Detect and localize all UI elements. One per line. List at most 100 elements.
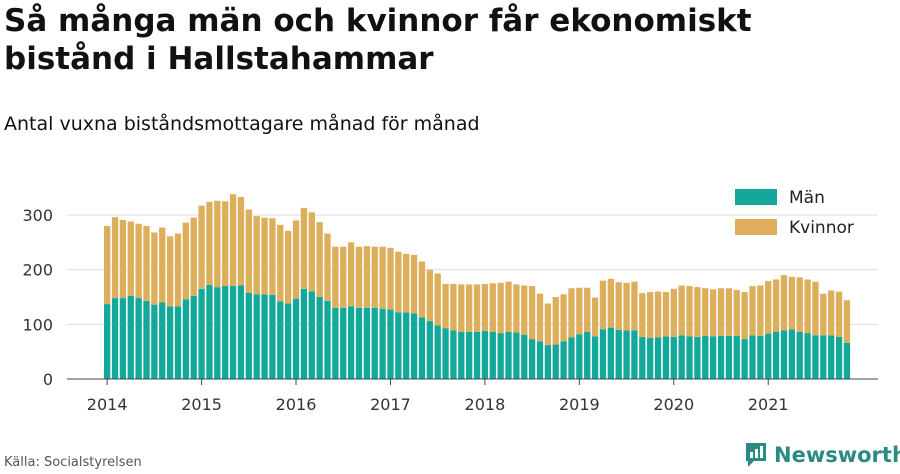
bar-women: [245, 209, 252, 293]
bar-men: [576, 334, 583, 379]
bar-men: [820, 335, 827, 379]
bar-women: [521, 285, 528, 335]
bar-men: [599, 329, 607, 379]
bar-men: [568, 337, 575, 379]
bar-men: [741, 339, 748, 379]
bar-men: [725, 335, 733, 379]
bar-men: [489, 331, 496, 379]
bar-women: [654, 291, 662, 338]
bar-women: [725, 288, 733, 336]
bar-women: [104, 225, 111, 305]
bar-women: [576, 287, 583, 335]
bar-women: [159, 227, 166, 303]
bar-women: [615, 282, 622, 330]
bar-men: [245, 292, 252, 379]
bar-men: [654, 337, 662, 379]
axis-layer: 2014 2015 2016 2017 2018 2019 2020 2021: [67, 378, 878, 414]
bar-men: [143, 300, 150, 379]
bar-women: [709, 289, 717, 337]
bar-women: [513, 284, 520, 333]
chart-title: Så många män och kvinnor får ekonomiskt …: [4, 3, 752, 77]
x-tick-label: 2015: [181, 395, 222, 414]
bar-women: [261, 217, 268, 295]
x-tick-label: 2021: [748, 395, 789, 414]
bar-women: [166, 236, 174, 307]
bar-women: [639, 293, 646, 337]
bar-women: [662, 292, 670, 337]
bar-men: [647, 338, 654, 379]
bar-men: [733, 335, 740, 379]
bar-women: [473, 284, 481, 332]
bar-men: [229, 286, 237, 379]
bar-men: [709, 336, 717, 379]
bar-women: [686, 286, 693, 337]
bar-men: [151, 304, 158, 379]
bar-men: [222, 286, 229, 379]
bar-women: [757, 285, 764, 336]
bar-women: [647, 292, 654, 338]
bar-women: [528, 286, 536, 340]
bar-men: [450, 330, 457, 379]
bar-men: [300, 288, 308, 379]
bar-women: [135, 223, 142, 299]
bar-women: [308, 212, 315, 292]
bar-men: [379, 309, 386, 379]
bar-women: [371, 246, 378, 308]
bar-men: [497, 333, 504, 379]
legend-label-men: Män: [789, 188, 825, 208]
bar-men: [316, 297, 323, 379]
bar-women: [237, 196, 245, 286]
bar-men: [426, 321, 433, 379]
bar-women: [591, 297, 599, 337]
bar-men: [434, 325, 441, 379]
x-tick-label: 2020: [653, 395, 694, 414]
bar-men: [269, 294, 276, 379]
bar-women: [222, 201, 229, 287]
bar-men: [403, 312, 410, 379]
bar-men: [686, 336, 693, 379]
bar-men: [410, 313, 418, 379]
bar-women: [489, 283, 496, 332]
bar-women: [182, 222, 189, 300]
bars-layer: [104, 194, 851, 379]
x-tick-label: 2019: [559, 395, 600, 414]
bar-women: [788, 276, 795, 330]
brand-name: Newsworthy: [774, 443, 900, 467]
bar-men: [473, 331, 481, 379]
bar-men: [749, 335, 756, 379]
bar-men: [347, 306, 355, 379]
bar-men: [717, 335, 725, 379]
bar-men: [135, 298, 142, 379]
legend-label-women: Kvinnor: [789, 218, 854, 238]
bar-women: [426, 269, 433, 322]
bar-women: [599, 280, 607, 330]
bar-women: [804, 279, 811, 334]
bar-women: [269, 218, 276, 295]
bar-men: [237, 285, 245, 379]
bar-men: [324, 300, 331, 379]
brand-logo: Newsworthy: [744, 441, 900, 469]
bar-men: [206, 284, 213, 379]
bar-women: [780, 275, 788, 331]
bar-women: [749, 286, 756, 336]
bar-men: [607, 327, 614, 379]
bar-men: [253, 294, 260, 379]
bar-women: [442, 283, 449, 329]
bar-men: [702, 335, 709, 379]
bar-women: [395, 251, 402, 313]
bar-men: [481, 330, 489, 379]
bar-women: [584, 287, 591, 332]
bar-men: [111, 298, 119, 379]
bar-women: [733, 289, 740, 336]
bar-women: [694, 287, 701, 337]
bar-women: [481, 283, 489, 331]
bar-men: [371, 307, 378, 379]
bar-men: [198, 288, 205, 379]
bar-women: [340, 246, 347, 308]
bar-women: [316, 222, 323, 297]
bar-men: [214, 287, 221, 379]
y-tick-label: 0: [43, 370, 53, 389]
bar-men: [639, 336, 646, 379]
bar-men: [615, 329, 622, 379]
bar-women: [812, 281, 819, 336]
